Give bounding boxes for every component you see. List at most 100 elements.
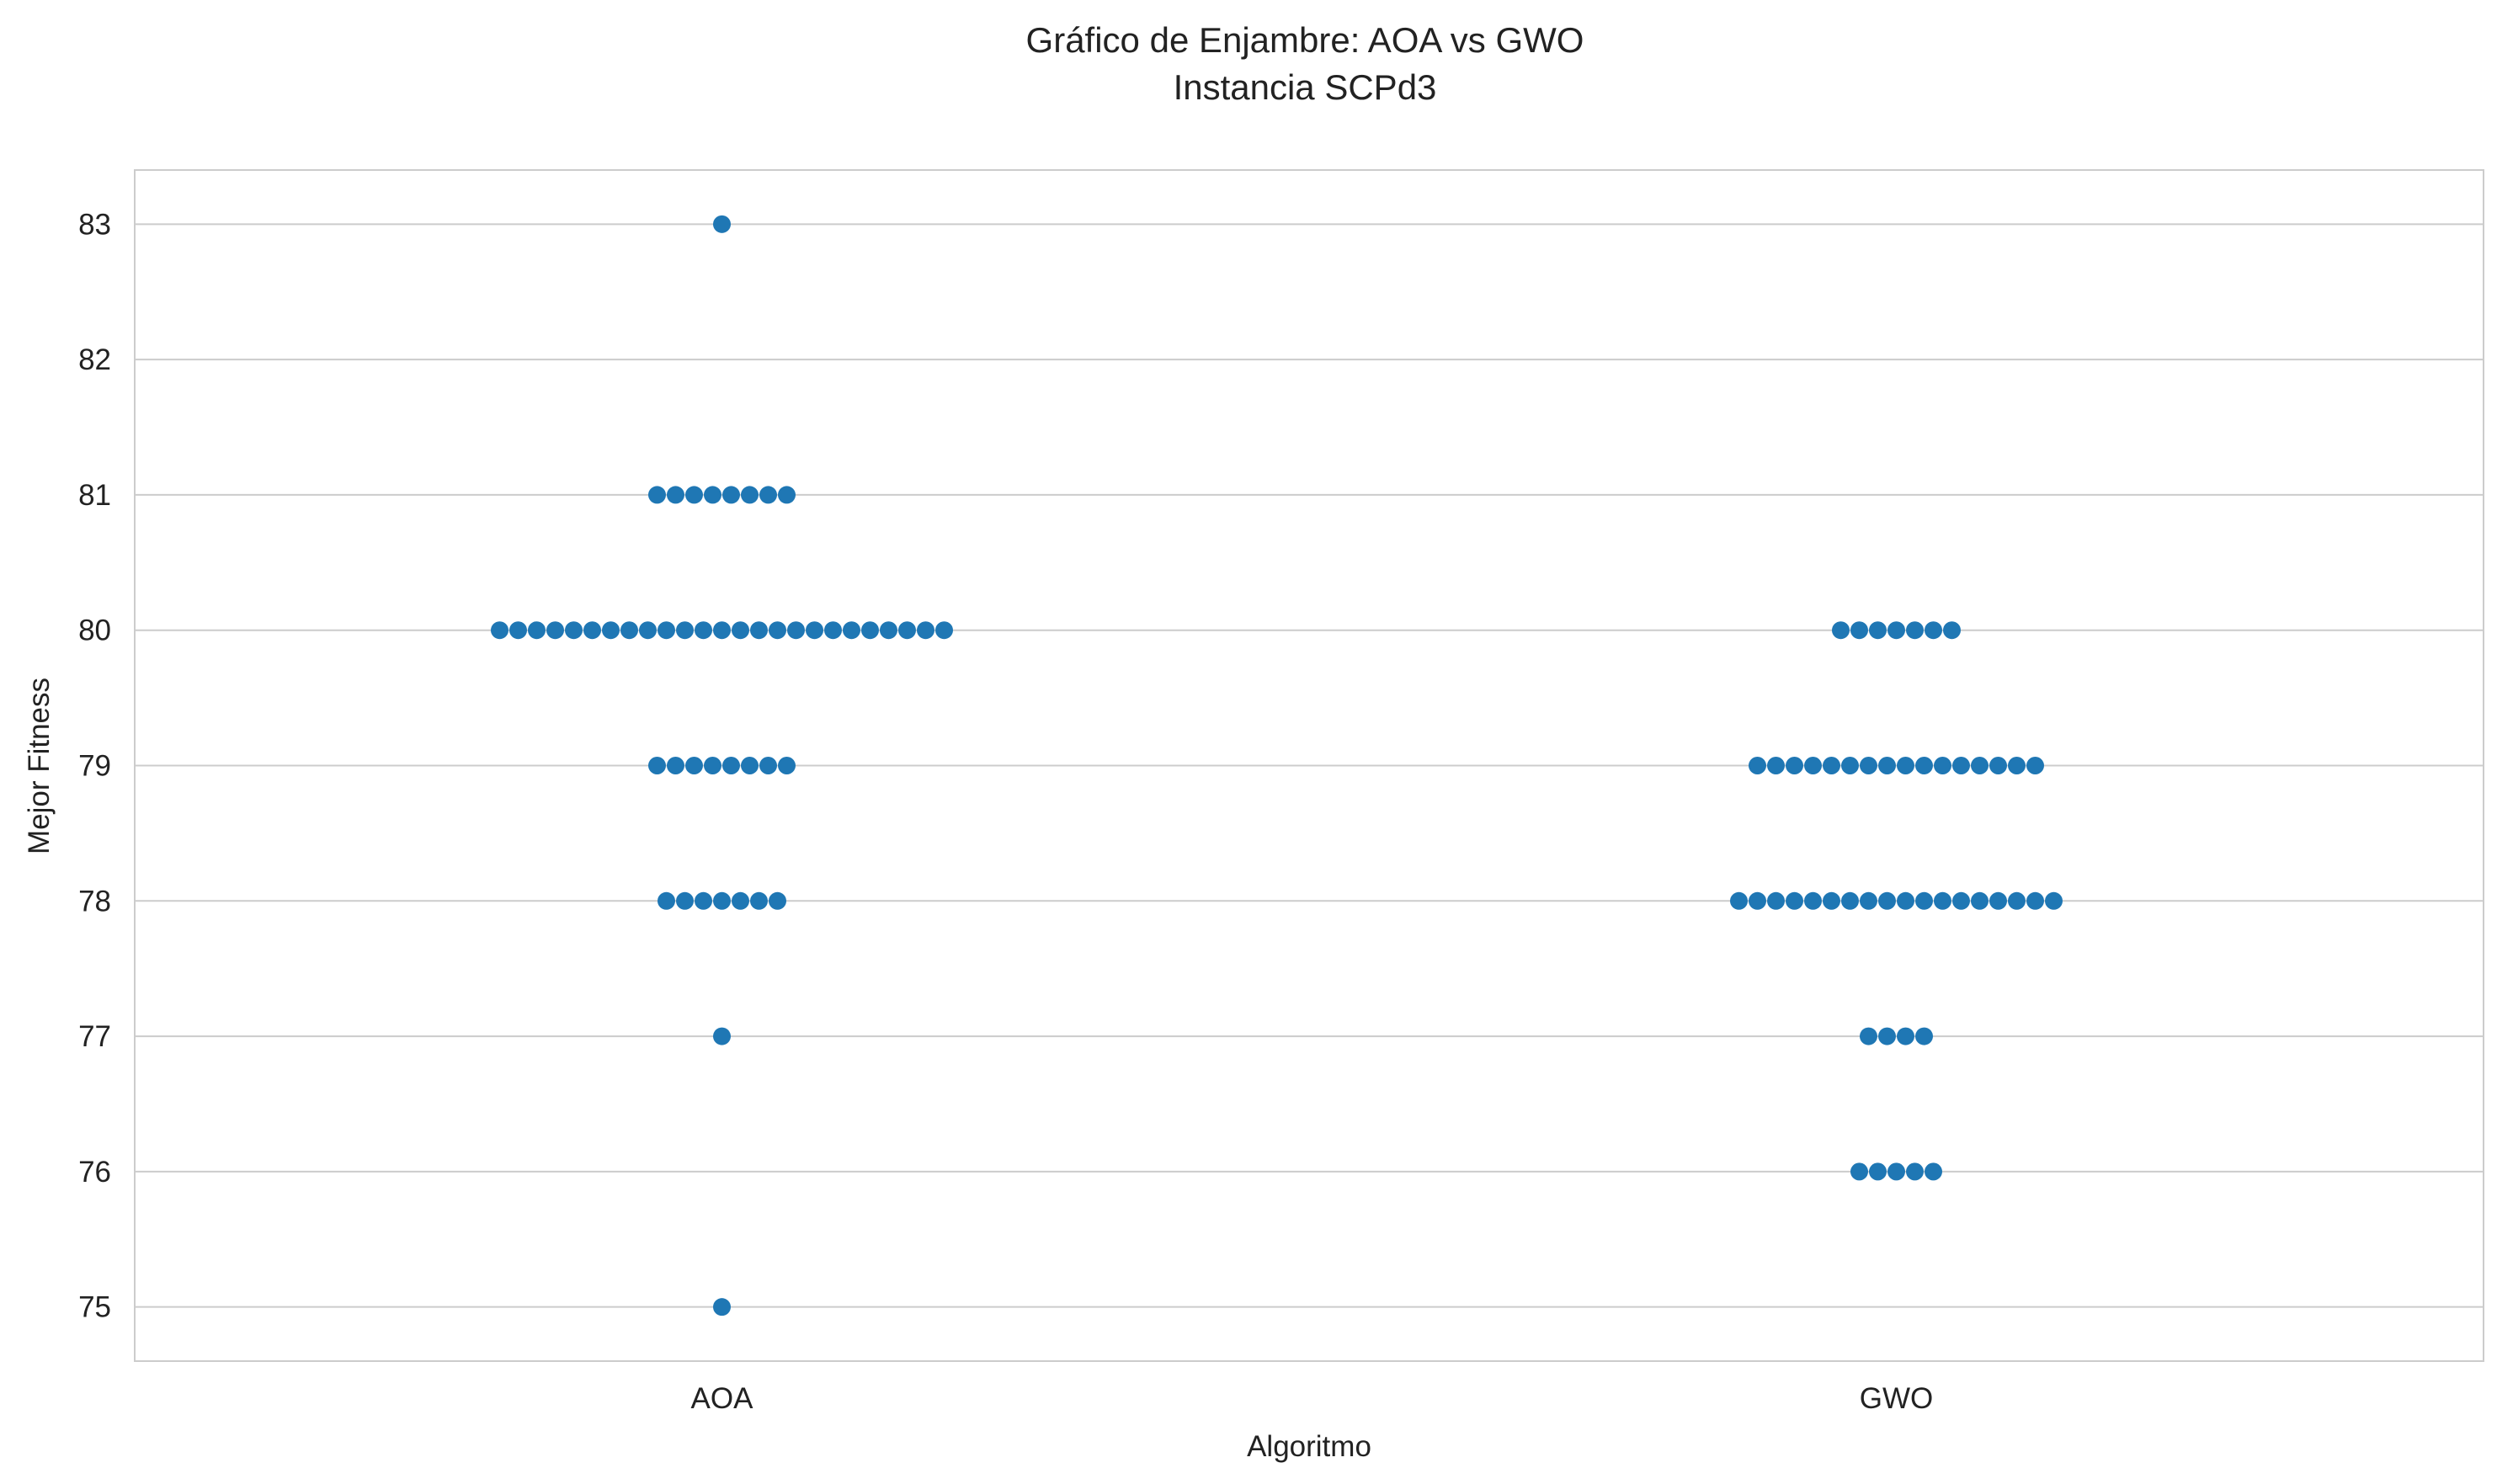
point-aoa-80-8 xyxy=(620,621,638,640)
point-aoa-80-12 xyxy=(695,621,712,640)
point-gwo-77-1 xyxy=(1860,1027,1877,1045)
point-gwo-80-7 xyxy=(1943,621,1961,640)
x-tick-label-gwo: GWO xyxy=(1860,1382,1933,1415)
point-aoa-80-17 xyxy=(787,621,805,640)
point-aoa-80-11 xyxy=(676,621,694,640)
point-aoa-79-7 xyxy=(759,757,777,774)
point-aoa-79-8 xyxy=(778,757,796,774)
point-gwo-80-4 xyxy=(1887,621,1905,640)
point-gwo-76-1 xyxy=(1850,1162,1868,1181)
point-aoa-81-3 xyxy=(685,486,703,504)
point-aoa-80-14 xyxy=(732,621,749,640)
point-gwo-77-3 xyxy=(1897,1027,1914,1045)
point-gwo-77-4 xyxy=(1915,1027,1933,1045)
point-gwo-78-2 xyxy=(1749,891,1766,910)
point-gwo-79-9 xyxy=(1897,757,1914,774)
point-aoa-79-2 xyxy=(667,757,684,774)
point-gwo-78-14 xyxy=(1971,891,1989,910)
point-gwo-78-12 xyxy=(1934,891,1951,910)
point-aoa-80-25 xyxy=(935,621,953,640)
point-gwo-78-1 xyxy=(1730,891,1748,910)
point-gwo-79-7 xyxy=(1860,757,1877,774)
point-gwo-77-2 xyxy=(1878,1027,1896,1045)
x-tick-label-aoa: AOA xyxy=(691,1382,754,1415)
point-gwo-78-11 xyxy=(1915,891,1933,910)
data-points xyxy=(491,215,2063,1316)
point-aoa-81-4 xyxy=(704,486,721,504)
point-aoa-80-22 xyxy=(880,621,897,640)
point-aoa-79-1 xyxy=(648,757,666,774)
point-gwo-79-6 xyxy=(1841,757,1859,774)
point-aoa-80-1 xyxy=(491,621,508,640)
point-gwo-80-2 xyxy=(1850,621,1868,640)
plot-area-frame xyxy=(134,169,2484,1362)
y-axis-label: Mejor Fitness xyxy=(23,678,56,854)
point-aoa-80-5 xyxy=(565,621,583,640)
y-gridlines xyxy=(135,223,2484,1308)
point-gwo-79-2 xyxy=(1767,757,1785,774)
point-aoa-80-4 xyxy=(546,621,564,640)
point-gwo-76-2 xyxy=(1869,1162,1887,1181)
point-aoa-80-9 xyxy=(639,621,657,640)
point-gwo-79-8 xyxy=(1878,757,1896,774)
point-aoa-79-5 xyxy=(722,757,740,774)
point-gwo-79-3 xyxy=(1786,757,1803,774)
point-gwo-79-12 xyxy=(1952,757,1970,774)
point-gwo-79-13 xyxy=(1971,757,1989,774)
point-gwo-78-5 xyxy=(1804,891,1822,910)
point-gwo-80-6 xyxy=(1925,621,1942,640)
point-aoa-81-2 xyxy=(667,486,684,504)
point-aoa-80-16 xyxy=(769,621,786,640)
point-gwo-79-1 xyxy=(1749,757,1766,774)
point-gwo-78-16 xyxy=(2008,891,2026,910)
x-tick-labels: AOA GWO xyxy=(691,1382,1934,1415)
point-aoa-78-7 xyxy=(769,891,786,910)
point-aoa-81-7 xyxy=(759,486,777,504)
point-aoa-78-3 xyxy=(695,891,712,910)
point-gwo-79-16 xyxy=(2026,757,2044,774)
point-gwo-79-10 xyxy=(1915,757,1933,774)
point-gwo-76-4 xyxy=(1906,1162,1924,1181)
point-gwo-78-8 xyxy=(1860,891,1877,910)
y-tick-label-77: 77 xyxy=(78,1020,111,1053)
point-gwo-78-7 xyxy=(1841,891,1859,910)
y-tick-label-78: 78 xyxy=(78,885,111,918)
point-aoa-80-24 xyxy=(917,621,934,640)
point-aoa-78-6 xyxy=(750,891,768,910)
point-gwo-79-11 xyxy=(1934,757,1951,774)
point-gwo-78-3 xyxy=(1767,891,1785,910)
point-aoa-80-6 xyxy=(583,621,601,640)
point-aoa-80-13 xyxy=(713,621,731,640)
point-aoa-80-20 xyxy=(843,621,860,640)
point-gwo-80-1 xyxy=(1832,621,1850,640)
point-aoa-78-4 xyxy=(713,891,731,910)
point-gwo-78-13 xyxy=(1952,891,1970,910)
y-tick-label-79: 79 xyxy=(78,750,111,783)
point-aoa-78-1 xyxy=(658,891,675,910)
point-aoa-79-4 xyxy=(704,757,721,774)
point-aoa-83-1 xyxy=(713,215,731,233)
y-tick-label-76: 76 xyxy=(78,1156,111,1189)
point-gwo-78-10 xyxy=(1897,891,1914,910)
point-gwo-80-3 xyxy=(1869,621,1887,640)
point-gwo-79-4 xyxy=(1804,757,1822,774)
y-tick-label-83: 83 xyxy=(78,208,111,241)
point-aoa-80-21 xyxy=(861,621,879,640)
point-gwo-78-9 xyxy=(1878,891,1896,910)
point-aoa-77-1 xyxy=(713,1027,731,1045)
point-gwo-76-3 xyxy=(1887,1162,1905,1181)
point-aoa-79-3 xyxy=(685,757,703,774)
point-gwo-78-4 xyxy=(1786,891,1803,910)
y-tick-label-80: 80 xyxy=(78,614,111,647)
y-tick-labels: 75 76 77 78 79 80 81 82 83 xyxy=(78,208,111,1323)
point-aoa-80-2 xyxy=(509,621,527,640)
point-aoa-80-3 xyxy=(528,621,546,640)
point-gwo-79-5 xyxy=(1823,757,1840,774)
point-gwo-76-5 xyxy=(1925,1162,1942,1181)
point-aoa-81-1 xyxy=(648,486,666,504)
point-gwo-78-15 xyxy=(1989,891,2007,910)
point-aoa-78-5 xyxy=(732,891,749,910)
point-gwo-79-14 xyxy=(1989,757,2007,774)
point-aoa-81-6 xyxy=(741,486,759,504)
